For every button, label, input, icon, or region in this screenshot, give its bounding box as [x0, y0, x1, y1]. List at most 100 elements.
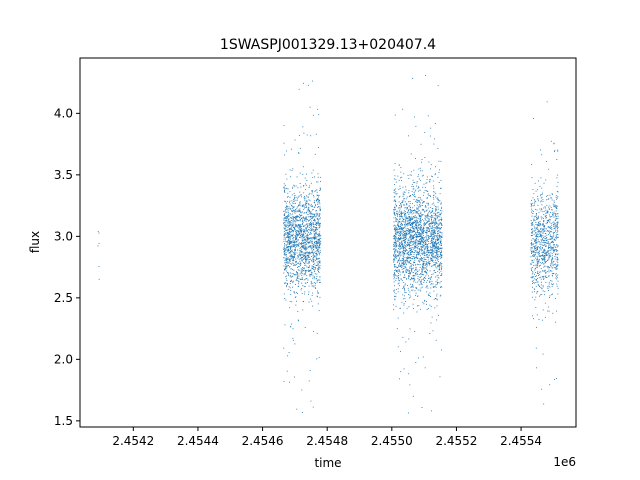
data-point: [427, 256, 428, 258]
data-point: [553, 228, 555, 230]
data-point: [410, 260, 412, 262]
data-point: [293, 199, 295, 201]
data-point: [297, 205, 299, 207]
data-point: [304, 248, 306, 250]
data-point: [307, 230, 309, 232]
data-point: [439, 232, 441, 234]
data-point: [435, 252, 437, 253]
data-point: [411, 289, 413, 291]
data-point: [406, 207, 408, 209]
data-point: [301, 236, 303, 237]
data-point: [297, 271, 298, 273]
data-point: [283, 234, 285, 236]
data-point: [288, 274, 289, 276]
data-point: [413, 252, 415, 254]
data-point: [438, 272, 440, 274]
data-point: [299, 252, 301, 254]
data-point: [394, 259, 396, 261]
data-point: [433, 237, 435, 239]
data-point: [395, 219, 397, 221]
data-point: [304, 217, 306, 219]
data-point: [420, 198, 422, 200]
data-point: [432, 264, 434, 266]
data-point: [404, 192, 406, 193]
data-point: [412, 251, 414, 253]
data-point: [549, 255, 550, 257]
data-point: [552, 260, 554, 262]
data-point: [403, 199, 405, 201]
data-point: [318, 114, 320, 116]
data-point: [551, 193, 553, 195]
data-point: [412, 203, 414, 205]
data-point: [555, 277, 557, 279]
data-point: [532, 286, 533, 288]
data-point: [415, 233, 417, 235]
data-point: [418, 305, 420, 307]
data-point: [303, 192, 305, 194]
data-point: [295, 304, 297, 306]
data-point: [424, 240, 426, 242]
data-point: [287, 224, 289, 226]
data-point: [417, 229, 418, 231]
data-point: [422, 228, 424, 230]
data-point: [408, 275, 410, 277]
data-point: [441, 235, 443, 237]
data-point: [410, 236, 412, 238]
data-point: [407, 273, 409, 274]
data-point: [545, 245, 547, 247]
data-point: [406, 308, 408, 310]
data-point: [287, 251, 289, 253]
data-point: [544, 265, 546, 267]
data-point: [408, 209, 410, 211]
data-point: [546, 195, 548, 197]
data-point: [297, 255, 299, 257]
data-point: [537, 221, 539, 223]
data-point: [544, 215, 546, 217]
data-point: [299, 265, 301, 267]
data-point: [426, 253, 428, 255]
data-point: [414, 221, 416, 223]
data-point: [299, 236, 301, 238]
data-point: [315, 222, 317, 224]
data-point: [316, 224, 317, 226]
data-point: [551, 199, 553, 201]
data-point: [317, 269, 319, 271]
data-point: [419, 189, 421, 191]
data-point: [440, 187, 442, 189]
data-point: [402, 237, 404, 239]
data-point: [530, 256, 532, 258]
data-point: [415, 236, 417, 238]
data-point: [299, 278, 301, 280]
data-point: [399, 234, 401, 236]
data-point: [319, 218, 321, 220]
data-point: [292, 219, 294, 221]
data-point: [552, 236, 554, 238]
data-point: [317, 238, 319, 240]
data-point: [299, 227, 301, 229]
data-point: [403, 219, 404, 221]
data-point: [417, 257, 419, 259]
data-point: [305, 258, 307, 260]
data-point: [302, 285, 304, 287]
data-point: [420, 221, 422, 223]
data-point: [316, 248, 318, 249]
data-point: [310, 216, 311, 218]
data-point: [427, 220, 429, 222]
data-point: [305, 235, 307, 237]
data-point: [301, 268, 303, 270]
data-point: [425, 215, 427, 217]
data-point: [306, 224, 308, 226]
data-point: [557, 245, 559, 247]
data-point: [557, 287, 559, 289]
data-point: [549, 221, 551, 223]
data-point: [403, 235, 405, 237]
data-point: [290, 227, 292, 229]
data-point: [318, 221, 319, 223]
data-point: [547, 230, 549, 232]
data-point: [414, 196, 416, 198]
data-point: [288, 244, 290, 246]
data-point: [293, 246, 294, 248]
data-point: [315, 237, 316, 238]
data-point: [402, 231, 404, 233]
data-point: [436, 257, 438, 259]
